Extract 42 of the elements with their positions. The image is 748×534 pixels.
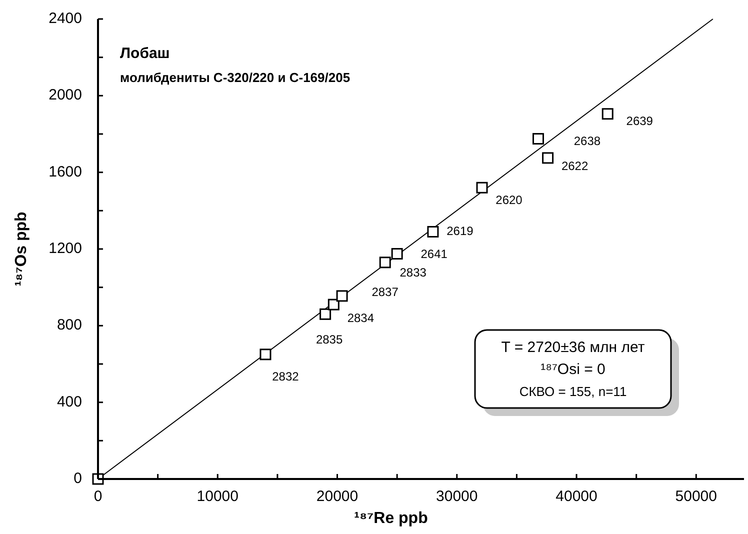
annotation: 2620	[496, 192, 523, 207]
y-tick-label: 800	[56, 316, 82, 334]
annotation: 2837	[372, 285, 399, 300]
x-axis-title: ¹⁸⁷Re ppb	[354, 510, 428, 527]
x-tick-label: 0	[94, 488, 102, 505]
point	[542, 152, 554, 164]
annotation: T = 2720±36 млн лет	[501, 339, 645, 356]
point	[260, 348, 272, 360]
annotation: СКВО = 155, n=11	[519, 384, 627, 399]
y-tick-label: 2400	[48, 10, 82, 27]
annotation: 2619	[446, 224, 474, 238]
x-tick-label: 10000	[196, 488, 238, 505]
point	[532, 133, 544, 145]
annotation: ¹⁸⁷Osi = 0	[540, 361, 606, 378]
y-axis-title: ¹⁸⁷Os ppb	[13, 211, 30, 286]
annotation: 2835	[316, 332, 343, 346]
point	[379, 256, 391, 268]
y-tick-label: 400	[56, 393, 82, 410]
x-tick-label: 30000	[436, 488, 478, 505]
point	[602, 108, 614, 120]
annotation: 2832	[272, 370, 300, 384]
annotation: 2641	[420, 246, 448, 261]
point	[391, 248, 403, 260]
annotation: 2834	[347, 310, 374, 325]
point	[320, 308, 332, 320]
y-tick-label: 2000	[48, 86, 82, 104]
annotation: 2639	[626, 114, 654, 128]
x-tick-label: 50000	[675, 488, 718, 505]
annotation: 2833	[400, 266, 427, 280]
x-tick-label: 40000	[556, 488, 598, 505]
text: Лобаш	[120, 45, 170, 62]
y-tick-label: 1600	[48, 163, 82, 180]
text: молибдениты С-320/220 и С-169/205	[120, 70, 350, 85]
annotation: 2638	[574, 134, 601, 148]
point	[328, 298, 340, 310]
y-tick-label: 1200	[48, 240, 82, 257]
x-tick-label: 20000	[316, 488, 358, 505]
point	[476, 182, 488, 194]
point	[336, 290, 348, 302]
annotation: 2622	[561, 159, 588, 174]
y-tick-label: 0	[74, 470, 82, 487]
point	[427, 226, 439, 238]
